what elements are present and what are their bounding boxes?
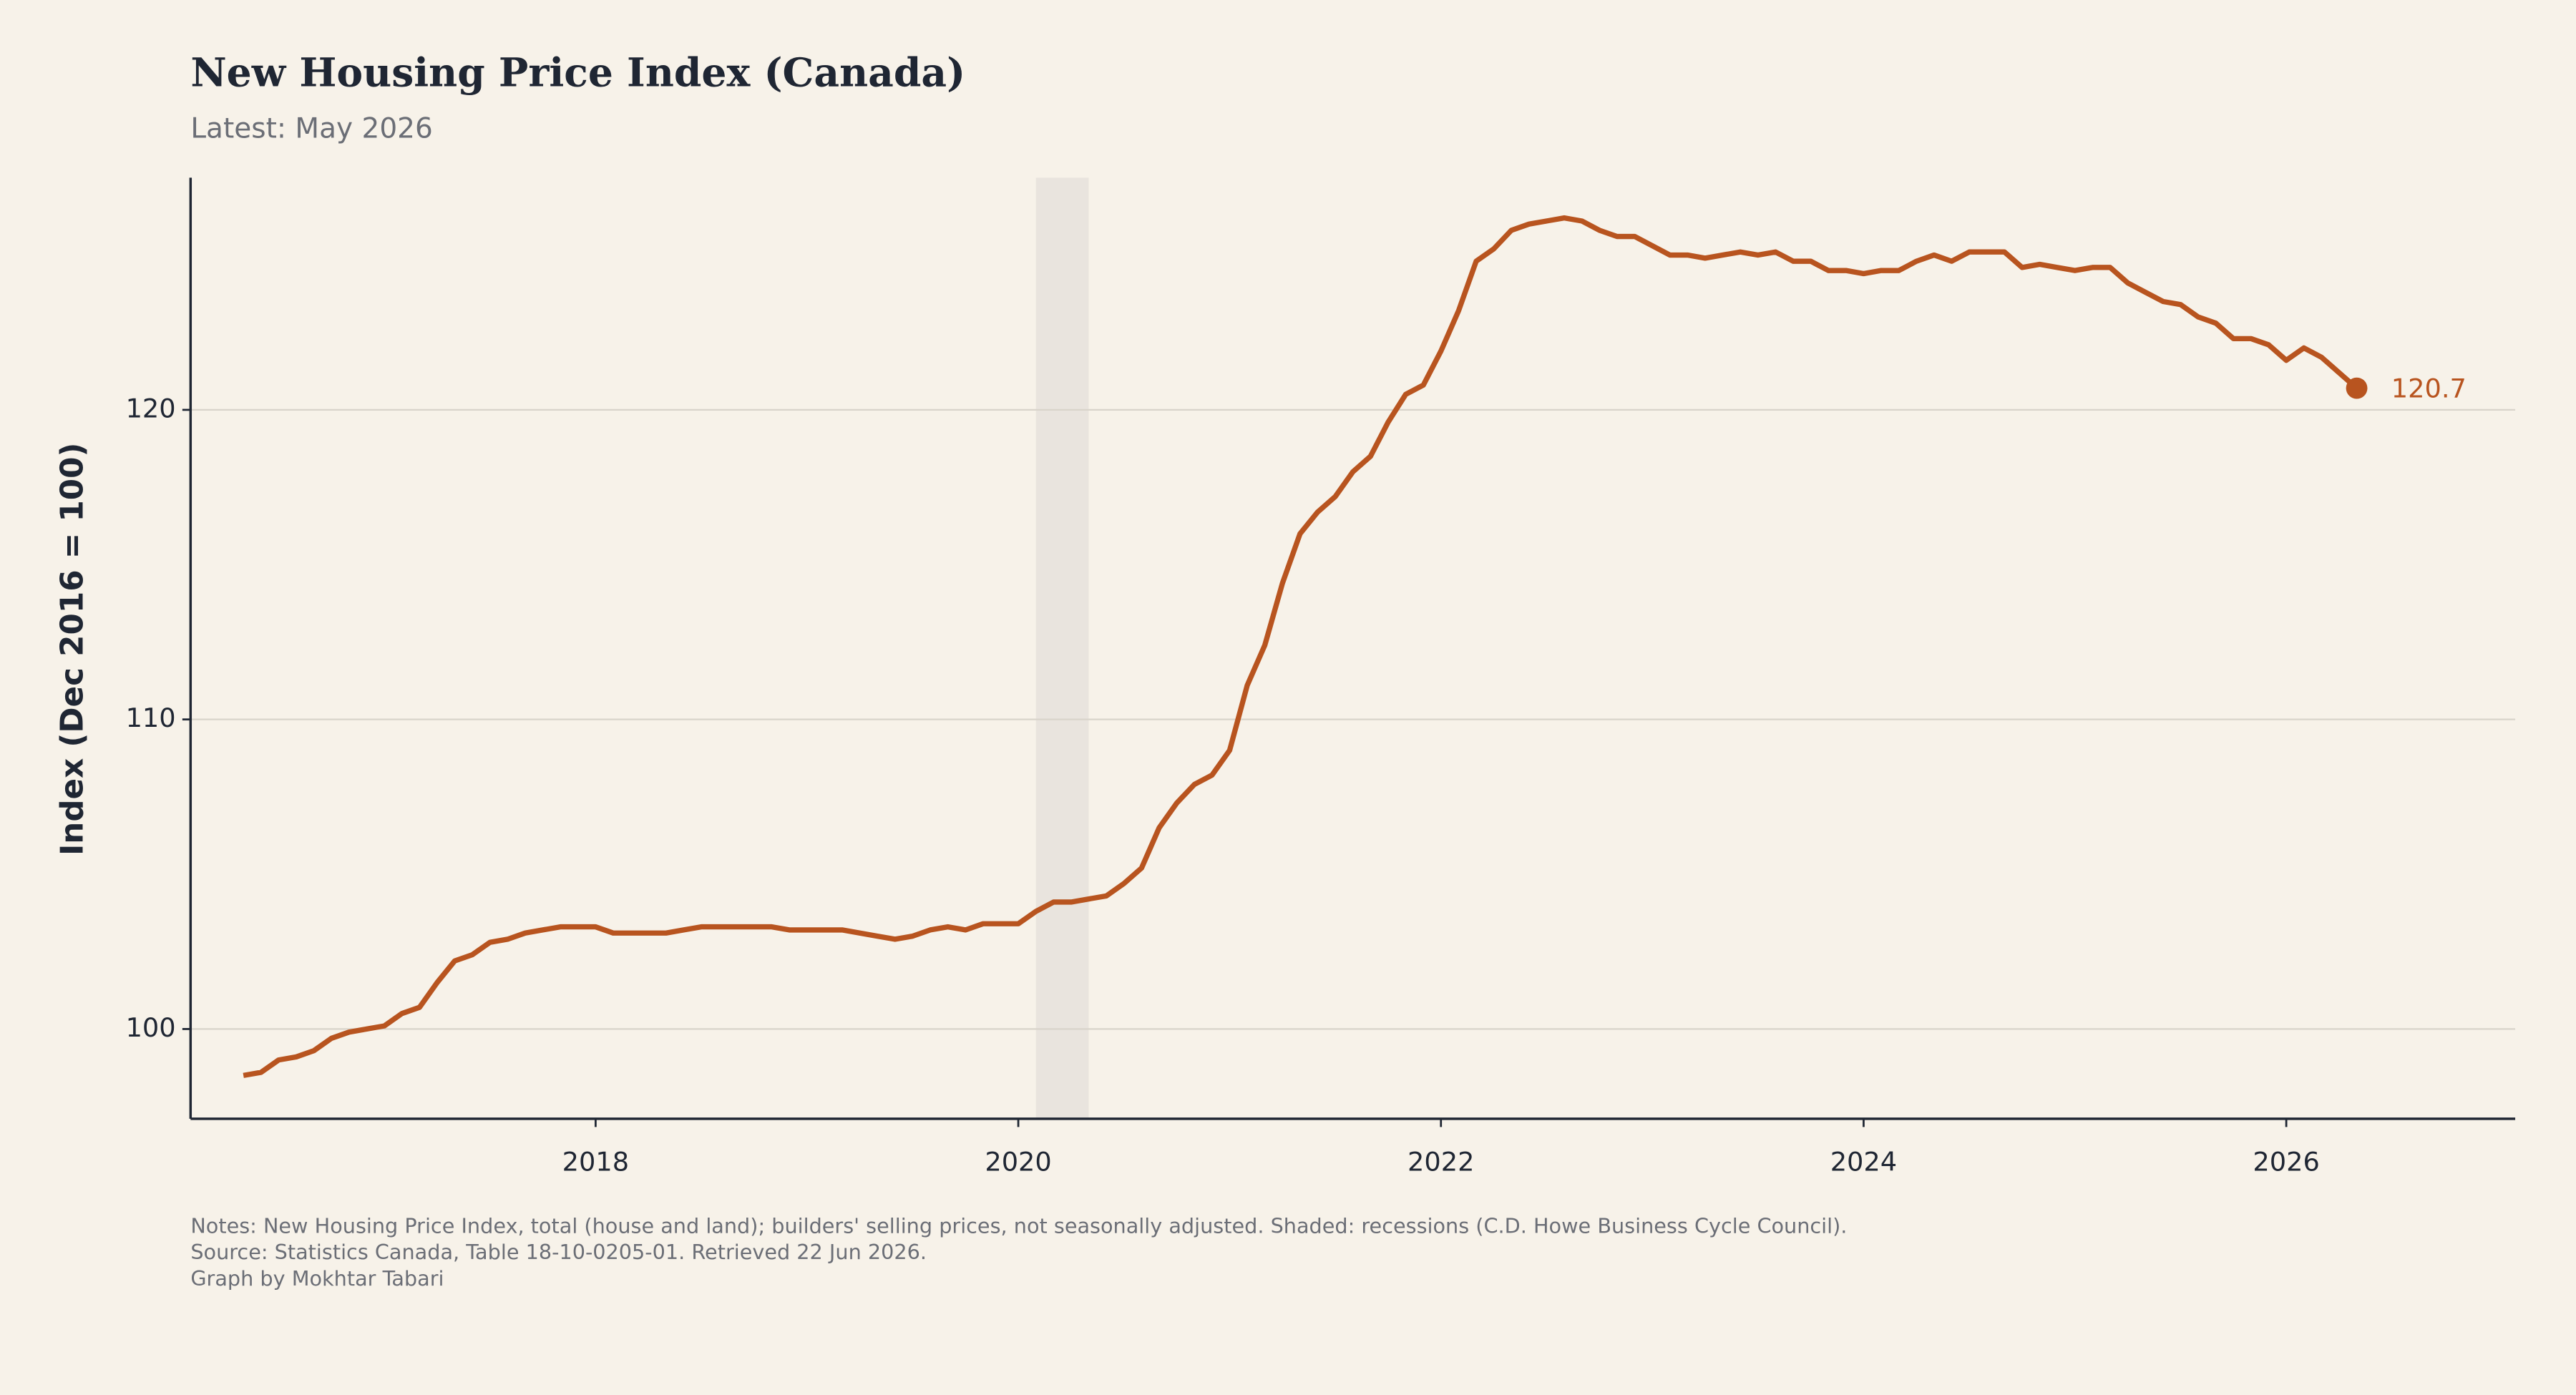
y-tick-label: 110: [126, 703, 176, 733]
y-axis-label: Index (Dec 2016 = 100): [54, 443, 90, 856]
end-point: [2346, 377, 2368, 399]
x-tick-label: 2024: [1830, 1146, 1897, 1177]
chart-title: New Housing Price Index (Canada): [190, 49, 965, 96]
x-tick-label: 2022: [1407, 1146, 1474, 1177]
end-label: 120.7: [2391, 373, 2467, 403]
chart-subtitle: Latest: May 2026: [190, 112, 432, 145]
x-tick-label: 2026: [2253, 1146, 2319, 1177]
x-tick-label: 2020: [985, 1146, 1051, 1177]
data-line: [243, 215, 2358, 1078]
y-tick-label: 100: [126, 1012, 176, 1043]
note: Source: Statistics Canada, Table 18-10-0…: [190, 1240, 927, 1264]
recession-shade: [1035, 177, 1089, 1119]
x-tick-label: 2018: [562, 1146, 629, 1177]
note: Graph by Mokhtar Tabari: [190, 1266, 444, 1291]
note: Notes: New Housing Price Index, total (h…: [190, 1213, 1847, 1238]
y-tick-label: 120: [126, 393, 176, 424]
